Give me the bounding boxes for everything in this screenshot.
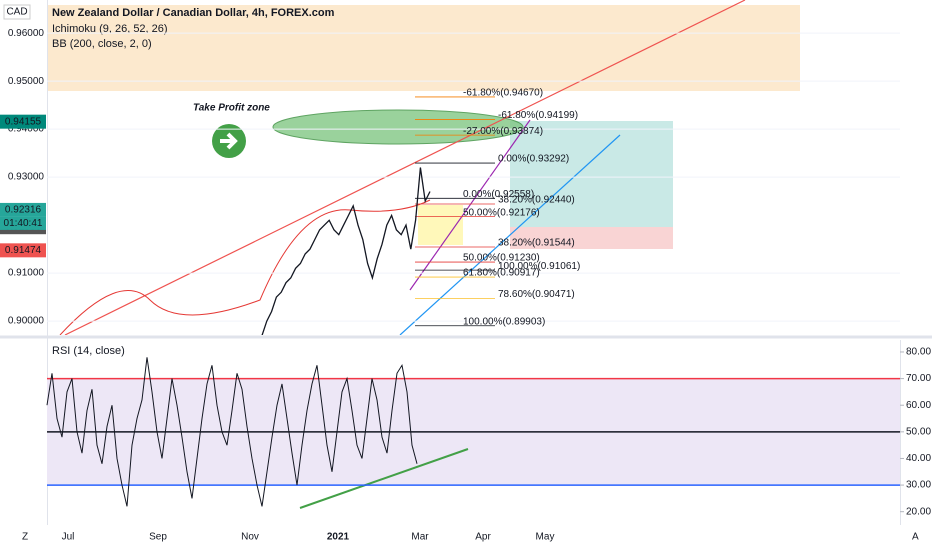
annotation: Take Profit zone: [193, 103, 270, 114]
price-tag-label: 0.94155: [5, 116, 42, 127]
fib-label: 0.00%(0.92558): [463, 189, 534, 200]
y-tick-label: 20.00: [906, 506, 931, 517]
y-tick-label: 0.95000: [8, 76, 45, 87]
trend-line: [64, 0, 746, 335]
y-tick-label: 80.00: [906, 347, 931, 358]
y-tick-label: 0.90000: [8, 316, 45, 327]
toolbar-button[interactable]: Z: [22, 532, 28, 543]
y-tick-label: 0.91000: [8, 268, 45, 279]
fib-label: 50.00%(0.91230): [463, 253, 540, 264]
target-box: [510, 121, 673, 227]
y-tick-label: 0.94000: [8, 124, 45, 135]
fib-label: 0.00%(0.93292): [498, 154, 569, 165]
bb-band: [59, 199, 431, 335]
fib-label: 38.20%(0.92440): [498, 195, 575, 206]
y-tick-label: 70.00: [906, 373, 931, 384]
x-tick-label: May: [536, 532, 555, 543]
fib-label: -61.80%(0.94670): [463, 88, 543, 99]
y-tick-label: 60.00: [906, 400, 931, 411]
countdown-tag: [0, 216, 46, 230]
price-tag: [0, 243, 46, 258]
y-tick-label: 0.96000: [8, 28, 45, 39]
y-tick-label: 30.00: [906, 480, 931, 491]
fib-label: 100.00%(0.91061): [498, 261, 580, 272]
x-tick-label: Jul: [62, 532, 75, 543]
stop-box: [510, 227, 673, 249]
price-tag-label: 0.91474: [5, 245, 42, 256]
title: New Zealand Dollar / Canadian Dollar, 4h…: [52, 7, 335, 19]
price-tag: [0, 202, 46, 217]
arrow: [220, 132, 238, 150]
price-line: [261, 167, 431, 335]
x-tick-label: Mar: [411, 532, 429, 543]
fib-label: 100.00%(0.89903): [463, 316, 545, 327]
rsi-line: [46, 357, 418, 507]
zone-box: [47, 5, 800, 91]
rsi-title: RSI (14, close): [52, 345, 125, 357]
fib-label: 38.20%(0.91544): [498, 238, 575, 249]
indicator: Ichimoku (9, 26, 52, 26): [52, 23, 168, 35]
y-tick-label: 50.00: [906, 426, 931, 437]
x-tick-label: Sep: [149, 532, 167, 543]
toolbar-button[interactable]: A: [912, 532, 919, 543]
price-tag-label: 0.92316: [5, 205, 42, 216]
fib-label: 50.00%(0.92176): [463, 207, 540, 218]
fib-label: 61.80%(0.90917): [463, 268, 540, 279]
fib-label: -27.00%(0.93874): [463, 126, 543, 137]
trend-line: [399, 134, 621, 335]
currency: CAD: [6, 7, 27, 18]
x-tick-label: Apr: [475, 532, 491, 543]
fib-label: -61.80%(0.94199): [498, 110, 578, 121]
x-tick-label: 2021: [327, 532, 350, 543]
currency-box: [3, 4, 31, 20]
fib-group: -61.80%(0.94670) -61.80%(0.94199) -27.00%(…: [415, 88, 580, 327]
price-tag: [0, 114, 46, 129]
y-tick-label: 40.00: [906, 453, 931, 464]
axis-border: [47, 0, 48, 525]
countdown: 01:40:41: [4, 218, 43, 229]
y-tick-label: 0.93000: [8, 172, 45, 183]
fib-label: 78.60%(0.90471): [498, 289, 575, 300]
indicator: BB (200, close, 2, 0): [52, 38, 152, 50]
axis-border: [900, 340, 901, 525]
rsi-trend: [299, 448, 469, 509]
x-tick-label: Nov: [241, 532, 259, 543]
